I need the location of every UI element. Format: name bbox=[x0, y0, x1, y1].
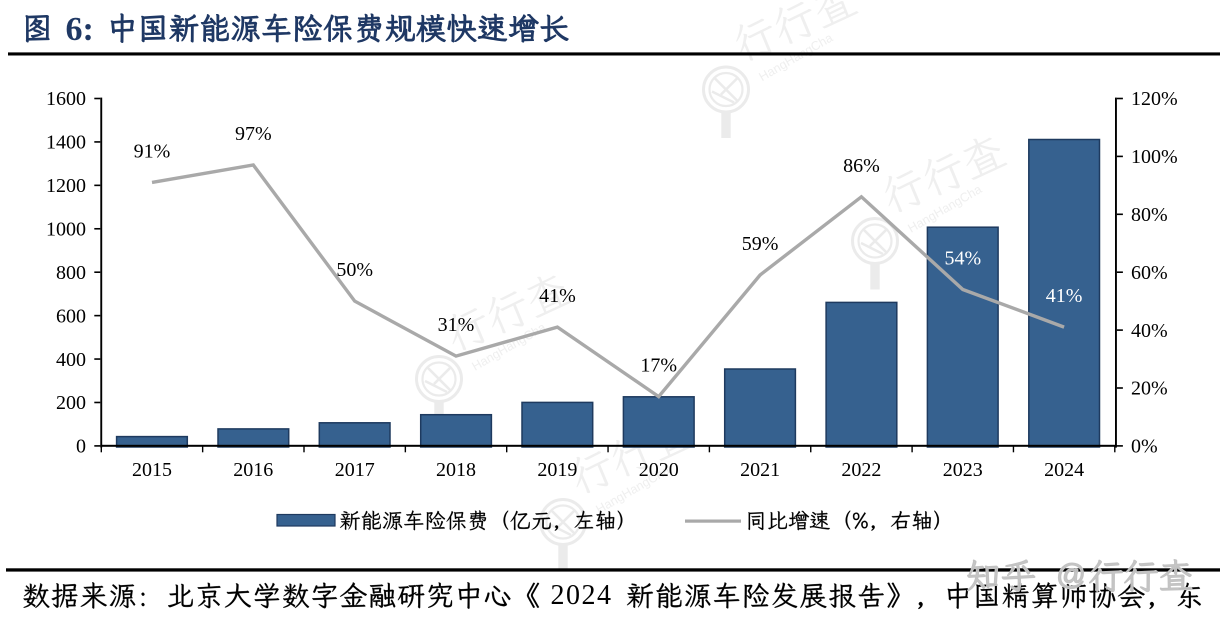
svg-text:800: 800 bbox=[56, 262, 86, 284]
svg-text:86%: 86% bbox=[843, 155, 880, 177]
svg-text:200: 200 bbox=[56, 392, 86, 414]
svg-text:91%: 91% bbox=[134, 140, 171, 162]
svg-text:40%: 40% bbox=[1131, 320, 1168, 342]
svg-text:1200: 1200 bbox=[46, 175, 86, 197]
svg-text:60%: 60% bbox=[1131, 262, 1168, 284]
svg-text:2024: 2024 bbox=[551, 580, 613, 611]
svg-text:120%: 120% bbox=[1131, 88, 1178, 110]
svg-text:1600: 1600 bbox=[46, 88, 86, 110]
svg-text:6:: 6: bbox=[66, 11, 94, 48]
svg-text:59%: 59% bbox=[742, 233, 779, 255]
svg-text:54%: 54% bbox=[944, 248, 981, 270]
svg-text:31%: 31% bbox=[438, 314, 475, 336]
svg-text:2024: 2024 bbox=[1044, 459, 1084, 481]
svg-text:80%: 80% bbox=[1131, 204, 1168, 226]
svg-text:0%: 0% bbox=[1131, 436, 1158, 458]
svg-text:97%: 97% bbox=[235, 123, 272, 145]
svg-text:2022: 2022 bbox=[841, 459, 881, 481]
svg-text:2023: 2023 bbox=[943, 459, 983, 481]
svg-text:1000: 1000 bbox=[46, 219, 86, 241]
svg-text:41%: 41% bbox=[1046, 285, 1083, 307]
svg-text:400: 400 bbox=[56, 349, 86, 371]
svg-text:2018: 2018 bbox=[436, 459, 476, 481]
svg-text:17%: 17% bbox=[640, 355, 677, 377]
svg-text:0: 0 bbox=[76, 436, 86, 458]
svg-text:2015: 2015 bbox=[132, 459, 172, 481]
svg-text:2021: 2021 bbox=[740, 459, 780, 481]
svg-text:20%: 20% bbox=[1131, 378, 1168, 400]
svg-text:1400: 1400 bbox=[46, 132, 86, 154]
svg-text:2016: 2016 bbox=[233, 459, 273, 481]
svg-text:50%: 50% bbox=[336, 259, 373, 281]
svg-text:100%: 100% bbox=[1131, 146, 1178, 168]
svg-text:2019: 2019 bbox=[537, 459, 577, 481]
svg-text:2020: 2020 bbox=[639, 459, 679, 481]
svg-text:41%: 41% bbox=[539, 285, 576, 307]
svg-text:600: 600 bbox=[56, 305, 86, 327]
svg-text:2017: 2017 bbox=[335, 459, 375, 481]
